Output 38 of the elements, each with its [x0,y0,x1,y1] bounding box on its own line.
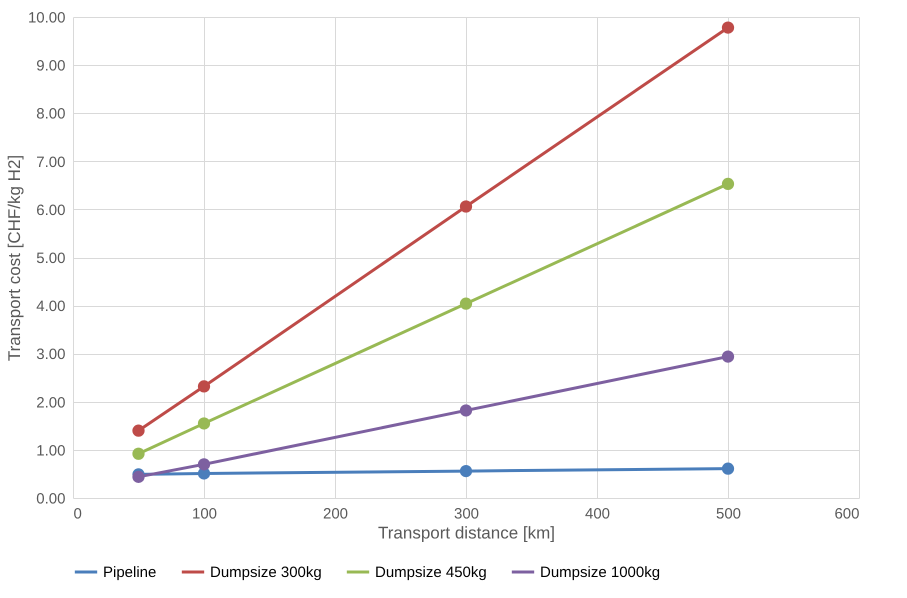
x-tick-label: 100 [192,506,218,522]
point [460,200,472,213]
point [722,178,734,190]
y-tick-label: 7.00 [36,154,66,171]
y-tick-label: 2.00 [36,394,66,412]
y-tick-label: 1.00 [36,442,66,460]
x-tick-label: 600 [834,506,860,522]
x-tick-label: 400 [584,506,610,522]
point [460,464,472,478]
x-axis-title: Transport distance [km] [378,524,555,542]
legend-label: Dumpsize 450kg [375,564,487,581]
legend-label: Dumpsize 1000kg [540,564,660,581]
legend-label: Pipeline [103,564,156,581]
point [198,458,210,470]
x-tick-label: 300 [454,506,480,522]
y-tick-label: 10.00 [28,10,66,26]
x-tick-label: 500 [716,506,742,522]
x-tick-label: 0 [74,506,82,522]
x-tick-label: 200 [322,506,348,522]
point [722,462,734,475]
y-tick-label: 0.00 [36,490,66,508]
y-tick-label: 5.00 [36,250,66,267]
y-tick-label: 4.00 [36,298,66,316]
point [132,424,145,437]
point [198,380,210,393]
legend-label: Dumpsize 300kg [210,564,322,581]
y-axis-title: Transport cost [CHF/kg H2] [4,154,24,362]
y-tick-label: 9.00 [36,58,66,75]
y-tick-label: 8.00 [36,106,66,123]
point [132,448,145,460]
point [460,298,472,310]
point [198,417,210,430]
point [132,470,145,483]
y-tick-label: 6.00 [36,202,66,219]
point [460,404,472,417]
y-tick-label: 3.00 [36,346,66,364]
point [722,21,734,34]
point [722,350,734,363]
